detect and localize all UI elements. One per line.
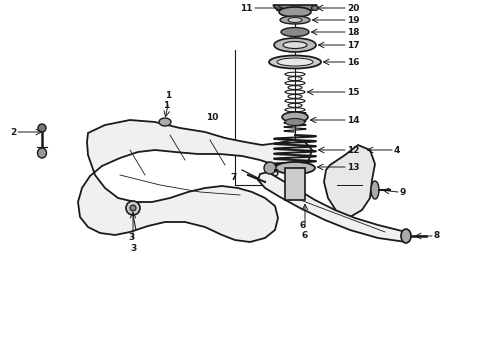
Ellipse shape [288, 18, 302, 23]
Ellipse shape [264, 162, 276, 174]
Text: 4: 4 [394, 145, 400, 154]
Text: 16: 16 [347, 58, 360, 67]
Text: 11: 11 [241, 4, 253, 13]
Text: 2: 2 [10, 127, 16, 136]
Text: 19: 19 [347, 15, 360, 24]
Text: 8: 8 [434, 231, 440, 240]
Ellipse shape [269, 55, 321, 68]
Text: 3: 3 [130, 244, 136, 253]
Ellipse shape [282, 112, 308, 122]
Polygon shape [324, 145, 375, 217]
Ellipse shape [280, 16, 310, 24]
Ellipse shape [285, 118, 305, 126]
Text: 10: 10 [206, 112, 218, 122]
Text: 13: 13 [347, 162, 360, 171]
Text: 6: 6 [302, 231, 308, 240]
Text: 7: 7 [231, 172, 237, 181]
Text: 5: 5 [272, 168, 278, 177]
Text: 15: 15 [347, 87, 360, 96]
Ellipse shape [38, 124, 46, 132]
Text: 6: 6 [300, 220, 306, 230]
Ellipse shape [274, 38, 316, 52]
Text: 12: 12 [347, 145, 360, 154]
Text: 18: 18 [347, 27, 360, 36]
Ellipse shape [279, 7, 311, 17]
Polygon shape [258, 172, 410, 242]
Text: 14: 14 [347, 116, 360, 125]
Ellipse shape [126, 201, 140, 215]
Ellipse shape [38, 148, 47, 158]
Polygon shape [78, 120, 312, 242]
Ellipse shape [283, 41, 307, 49]
Bar [285, 168, 305, 200]
Ellipse shape [312, 5, 318, 10]
Text: 9: 9 [400, 188, 406, 197]
Ellipse shape [275, 162, 315, 174]
Ellipse shape [371, 181, 379, 199]
Ellipse shape [281, 27, 309, 36]
Text: 3: 3 [128, 234, 134, 243]
Ellipse shape [401, 229, 411, 243]
Ellipse shape [130, 205, 136, 211]
Text: 17: 17 [347, 41, 360, 50]
Polygon shape [273, 5, 317, 10]
Ellipse shape [159, 118, 171, 126]
Text: 1: 1 [163, 100, 169, 109]
Text: 1: 1 [165, 91, 171, 100]
Ellipse shape [277, 58, 313, 66]
Text: 20: 20 [347, 4, 359, 13]
